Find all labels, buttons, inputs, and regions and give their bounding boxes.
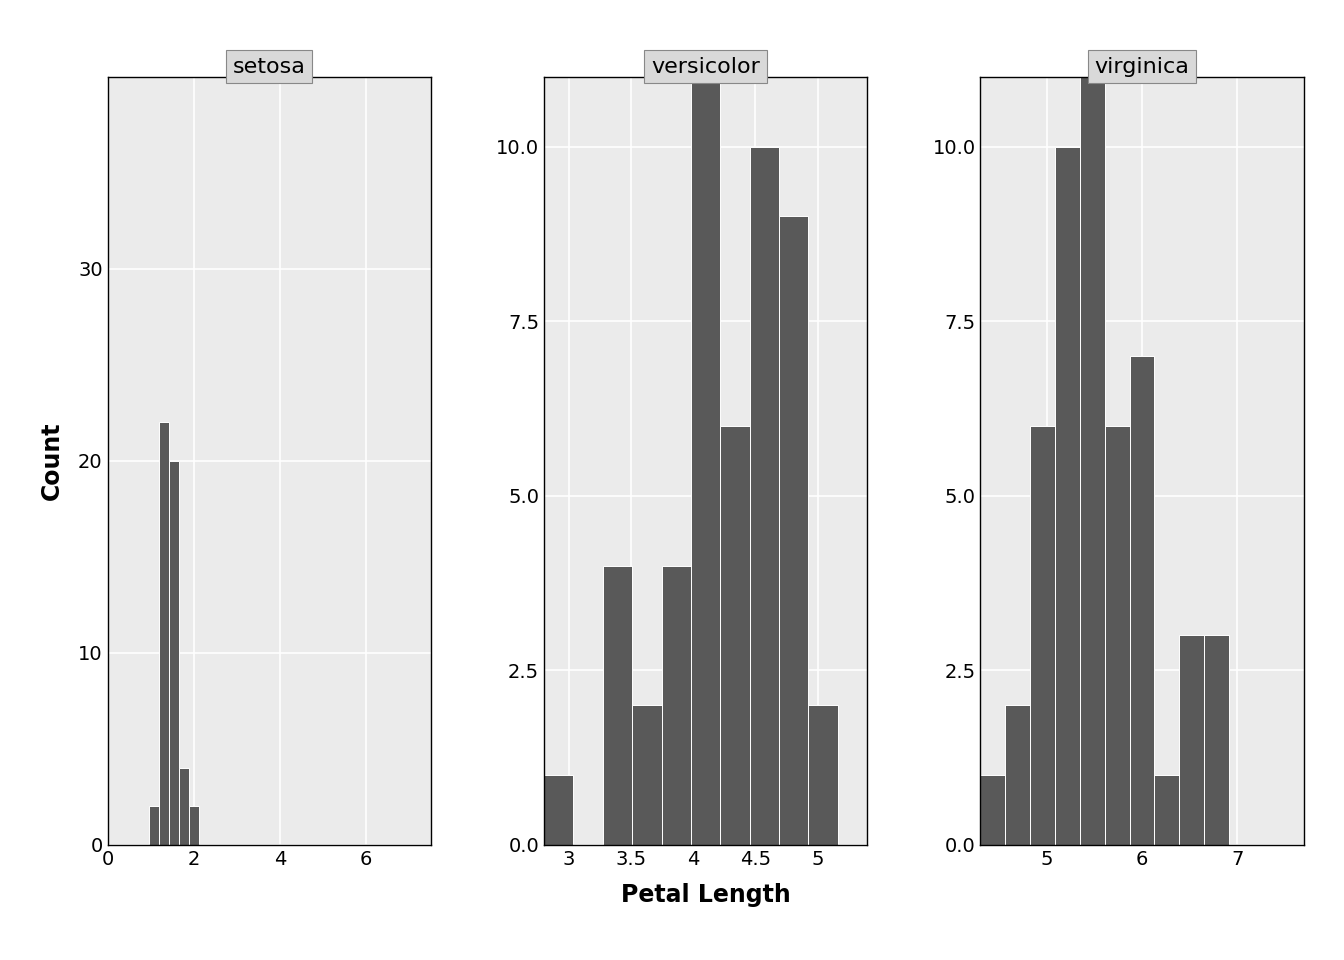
Bar	[602, 565, 632, 845]
Bar	[720, 426, 750, 845]
Bar	[1105, 426, 1129, 845]
Bar	[179, 768, 190, 845]
Bar	[661, 565, 691, 845]
Bar	[1055, 147, 1079, 845]
Bar	[809, 706, 837, 845]
Bar	[632, 706, 661, 845]
Bar	[159, 422, 169, 845]
Bar	[750, 147, 780, 845]
Bar	[149, 806, 159, 845]
Title: versicolor: versicolor	[650, 57, 761, 77]
Bar	[691, 7, 720, 845]
Bar	[780, 216, 809, 845]
Bar	[1179, 636, 1204, 845]
Bar	[544, 775, 574, 845]
Bar	[980, 775, 1005, 845]
Bar	[1154, 775, 1179, 845]
Bar	[1079, 77, 1105, 845]
Title: setosa: setosa	[233, 57, 305, 77]
Bar	[1129, 356, 1154, 845]
Bar	[1030, 426, 1055, 845]
Title: virginica: virginica	[1094, 57, 1189, 77]
Y-axis label: Count: Count	[40, 421, 65, 500]
Bar	[1005, 706, 1030, 845]
Bar	[190, 806, 199, 845]
Bar	[169, 461, 179, 845]
X-axis label: Petal Length: Petal Length	[621, 882, 790, 906]
Bar	[1204, 636, 1228, 845]
